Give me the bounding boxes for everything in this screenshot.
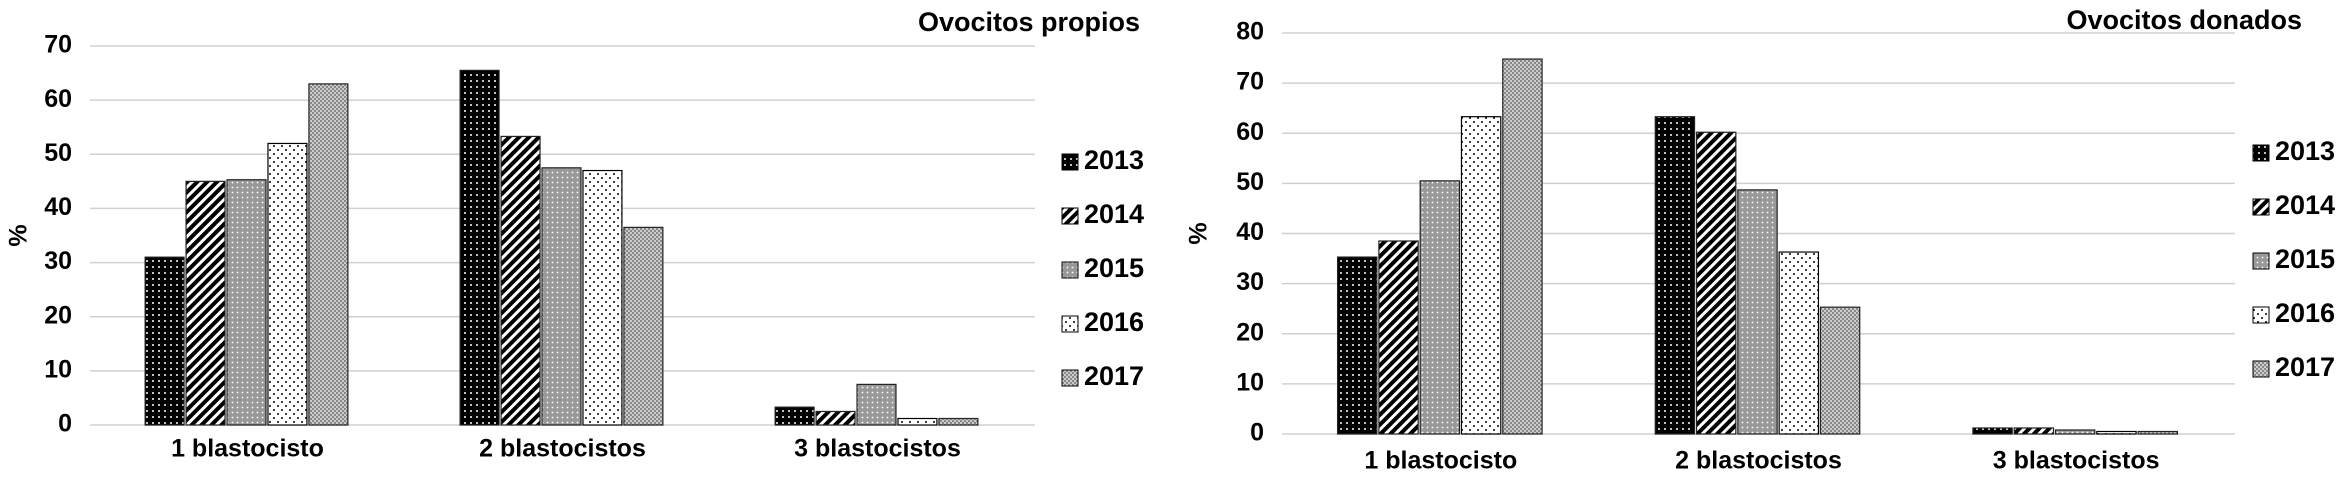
legend-label: 2015 <box>1084 253 1144 283</box>
y-tick-label: 70 <box>1236 68 1264 96</box>
y-tick-label: 70 <box>44 31 72 59</box>
y-tick-label: 30 <box>1236 268 1264 296</box>
legend-label: 2016 <box>1084 307 1144 337</box>
y-tick-label: 30 <box>44 247 72 275</box>
bar <box>267 142 308 426</box>
x-tick-label: 1 blastocisto <box>1364 447 1517 475</box>
bar <box>2137 430 2179 435</box>
bar <box>1378 240 1419 435</box>
y-tick-label: 50 <box>1236 168 1264 196</box>
chart-title: Ovocitos propios <box>918 7 1140 37</box>
x-tick-label: 3 blastocistos <box>794 435 961 463</box>
bar <box>2096 430 2137 435</box>
y-tick-label: 10 <box>1236 368 1264 396</box>
legend-swatch <box>1061 153 1079 171</box>
bar <box>1695 131 1737 435</box>
legend-label: 2013 <box>2275 136 2335 166</box>
y-axis-label: % <box>5 224 33 246</box>
bar <box>1778 251 1820 435</box>
chart-title: Ovocitos donados <box>2066 5 2302 35</box>
y-tick-label: 40 <box>44 193 72 221</box>
legend-label: 2014 <box>2275 190 2335 220</box>
y-tick-label: 10 <box>44 355 72 383</box>
bar <box>541 167 582 426</box>
bar <box>1972 427 2013 435</box>
y-tick-label: 0 <box>58 410 72 438</box>
y-tick-label: 20 <box>44 301 72 329</box>
legend-swatch <box>2252 252 2270 270</box>
bar <box>897 417 938 426</box>
bar <box>1819 306 1861 435</box>
y-tick-label: 20 <box>1236 318 1264 346</box>
bar <box>1502 58 1543 435</box>
legend-label: 2017 <box>1084 361 1144 391</box>
y-tick-label: 80 <box>1236 18 1264 46</box>
legend-label: 2017 <box>2275 352 2335 382</box>
bar <box>1737 189 1778 435</box>
legend-swatch <box>2252 360 2270 378</box>
y-tick-label: 60 <box>1236 118 1264 146</box>
bar <box>2013 427 2055 435</box>
x-tick-label: 3 blastocistos <box>1993 447 2160 475</box>
legend-swatch <box>1061 315 1079 333</box>
legend-label: 2013 <box>1084 145 1144 175</box>
y-tick-label: 0 <box>1250 419 1264 447</box>
legend-swatch <box>1061 369 1079 387</box>
legend-swatch <box>2252 306 2270 324</box>
legend-swatch <box>2252 144 2270 162</box>
legend-label: 2016 <box>2275 298 2335 328</box>
bar <box>774 406 815 426</box>
bar <box>2054 429 2096 435</box>
x-tick-label: 2 blastocistos <box>1675 447 1842 475</box>
bar <box>185 180 226 426</box>
legend-swatch <box>1061 207 1079 225</box>
legend-swatch <box>2252 198 2270 216</box>
bar <box>1460 116 1502 435</box>
bar <box>856 383 897 426</box>
bar <box>815 410 856 426</box>
bar <box>226 179 267 426</box>
legend-label: 2015 <box>2275 244 2335 274</box>
bar <box>144 256 185 426</box>
y-tick-label: 40 <box>1236 218 1264 246</box>
y-axis-label: % <box>1185 222 1213 244</box>
bar <box>1419 180 1461 435</box>
y-tick-label: 60 <box>44 85 72 113</box>
bar <box>500 135 541 426</box>
bar <box>938 417 979 426</box>
bar <box>623 226 664 426</box>
legend-swatch <box>1061 261 1079 279</box>
bar <box>308 83 349 426</box>
x-tick-label: 1 blastocisto <box>171 435 324 463</box>
bar <box>582 169 623 426</box>
bar <box>459 69 500 426</box>
x-tick-label: 2 blastocistos <box>479 435 646 463</box>
bar <box>1654 116 1696 435</box>
bar <box>1336 256 1378 435</box>
legend-label: 2014 <box>1084 199 1144 229</box>
y-tick-label: 50 <box>44 139 72 167</box>
